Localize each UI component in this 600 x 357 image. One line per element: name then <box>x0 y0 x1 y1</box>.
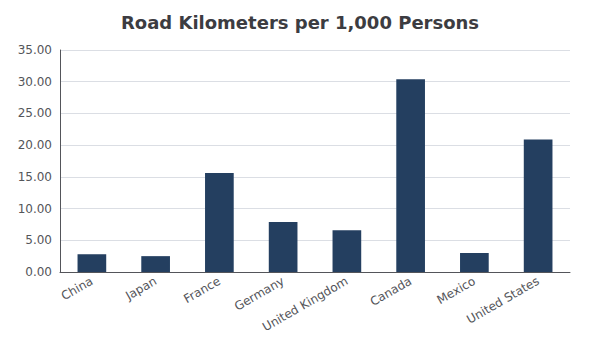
svg-text:20.00: 20.00 <box>18 138 52 152</box>
svg-text:Mexico: Mexico <box>435 274 478 307</box>
svg-text:China: China <box>59 274 96 303</box>
svg-text:France: France <box>181 274 223 306</box>
svg-text:Japan: Japan <box>122 274 159 303</box>
svg-text:Road Kilometers per 1,000 Pers: Road Kilometers per 1,000 Persons <box>121 12 479 33</box>
svg-text:0.00: 0.00 <box>25 265 52 279</box>
svg-text:United Kingdom: United Kingdom <box>260 274 350 334</box>
svg-text:10.00: 10.00 <box>18 202 52 216</box>
svg-text:35.00: 35.00 <box>18 43 52 57</box>
svg-text:Canada: Canada <box>368 274 414 309</box>
svg-text:Germany: Germany <box>232 274 287 314</box>
svg-text:United States: United States <box>464 274 541 327</box>
svg-text:15.00: 15.00 <box>18 170 52 184</box>
svg-text:25.00: 25.00 <box>18 106 52 120</box>
svg-text:5.00: 5.00 <box>25 233 52 247</box>
svg-text:30.00: 30.00 <box>18 75 52 89</box>
